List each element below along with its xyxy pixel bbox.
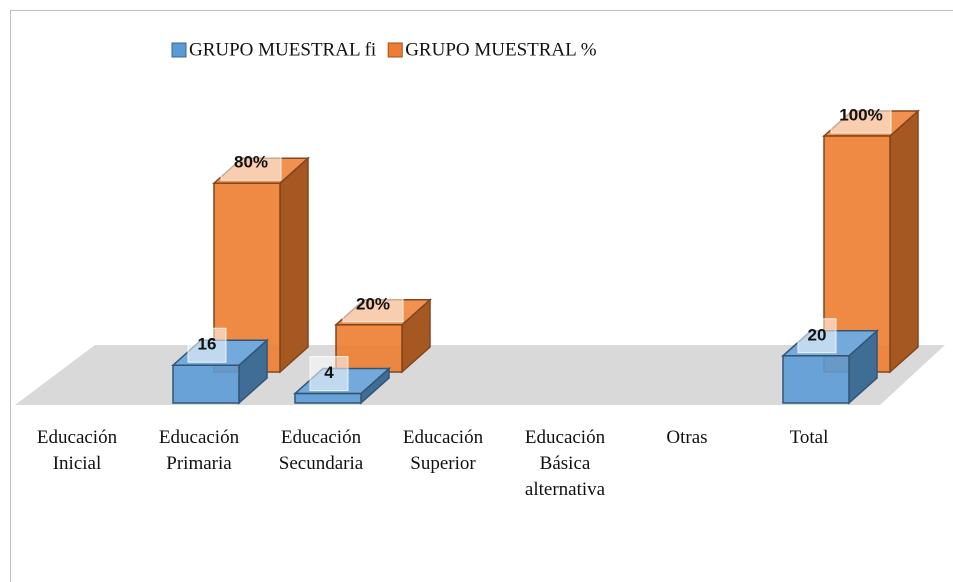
legend-label: GRUPO MUESTRAL fi: [189, 39, 376, 60]
legend-label: GRUPO MUESTRAL %: [405, 39, 597, 60]
chart-border: [10, 10, 953, 582]
legend-swatch: [171, 42, 187, 58]
data-label-box: [187, 327, 227, 363]
x-tick-label: Otras: [666, 427, 708, 448]
data-label: 20: [808, 325, 827, 344]
data-label: 16: [198, 335, 217, 354]
data-label: 80%: [234, 153, 268, 172]
x-tick-label: Educación Primaria: [158, 427, 240, 474]
data-label-box: [797, 318, 837, 354]
bar-side: [279, 156, 309, 374]
data-label-box: [830, 98, 892, 134]
bar: [172, 364, 240, 404]
bar-side: [889, 109, 919, 374]
x-tick-label: Educación Inicial: [36, 427, 118, 474]
legend-swatch: [387, 42, 403, 58]
data-label: 4: [324, 363, 334, 382]
data-label-box: [220, 145, 282, 181]
x-tick-label: Educación Superior: [402, 427, 484, 474]
data-label: 20%: [356, 294, 390, 313]
x-tick-label: Total: [789, 427, 829, 448]
data-label-box: [342, 287, 404, 323]
data-label-box: [309, 356, 349, 392]
x-tick-label: Educación Secundaria: [278, 427, 364, 474]
data-label: 100%: [839, 105, 882, 124]
x-tick-label: Educación Básica alternativa: [524, 427, 606, 500]
bar: [294, 392, 362, 404]
bar: [782, 355, 850, 404]
